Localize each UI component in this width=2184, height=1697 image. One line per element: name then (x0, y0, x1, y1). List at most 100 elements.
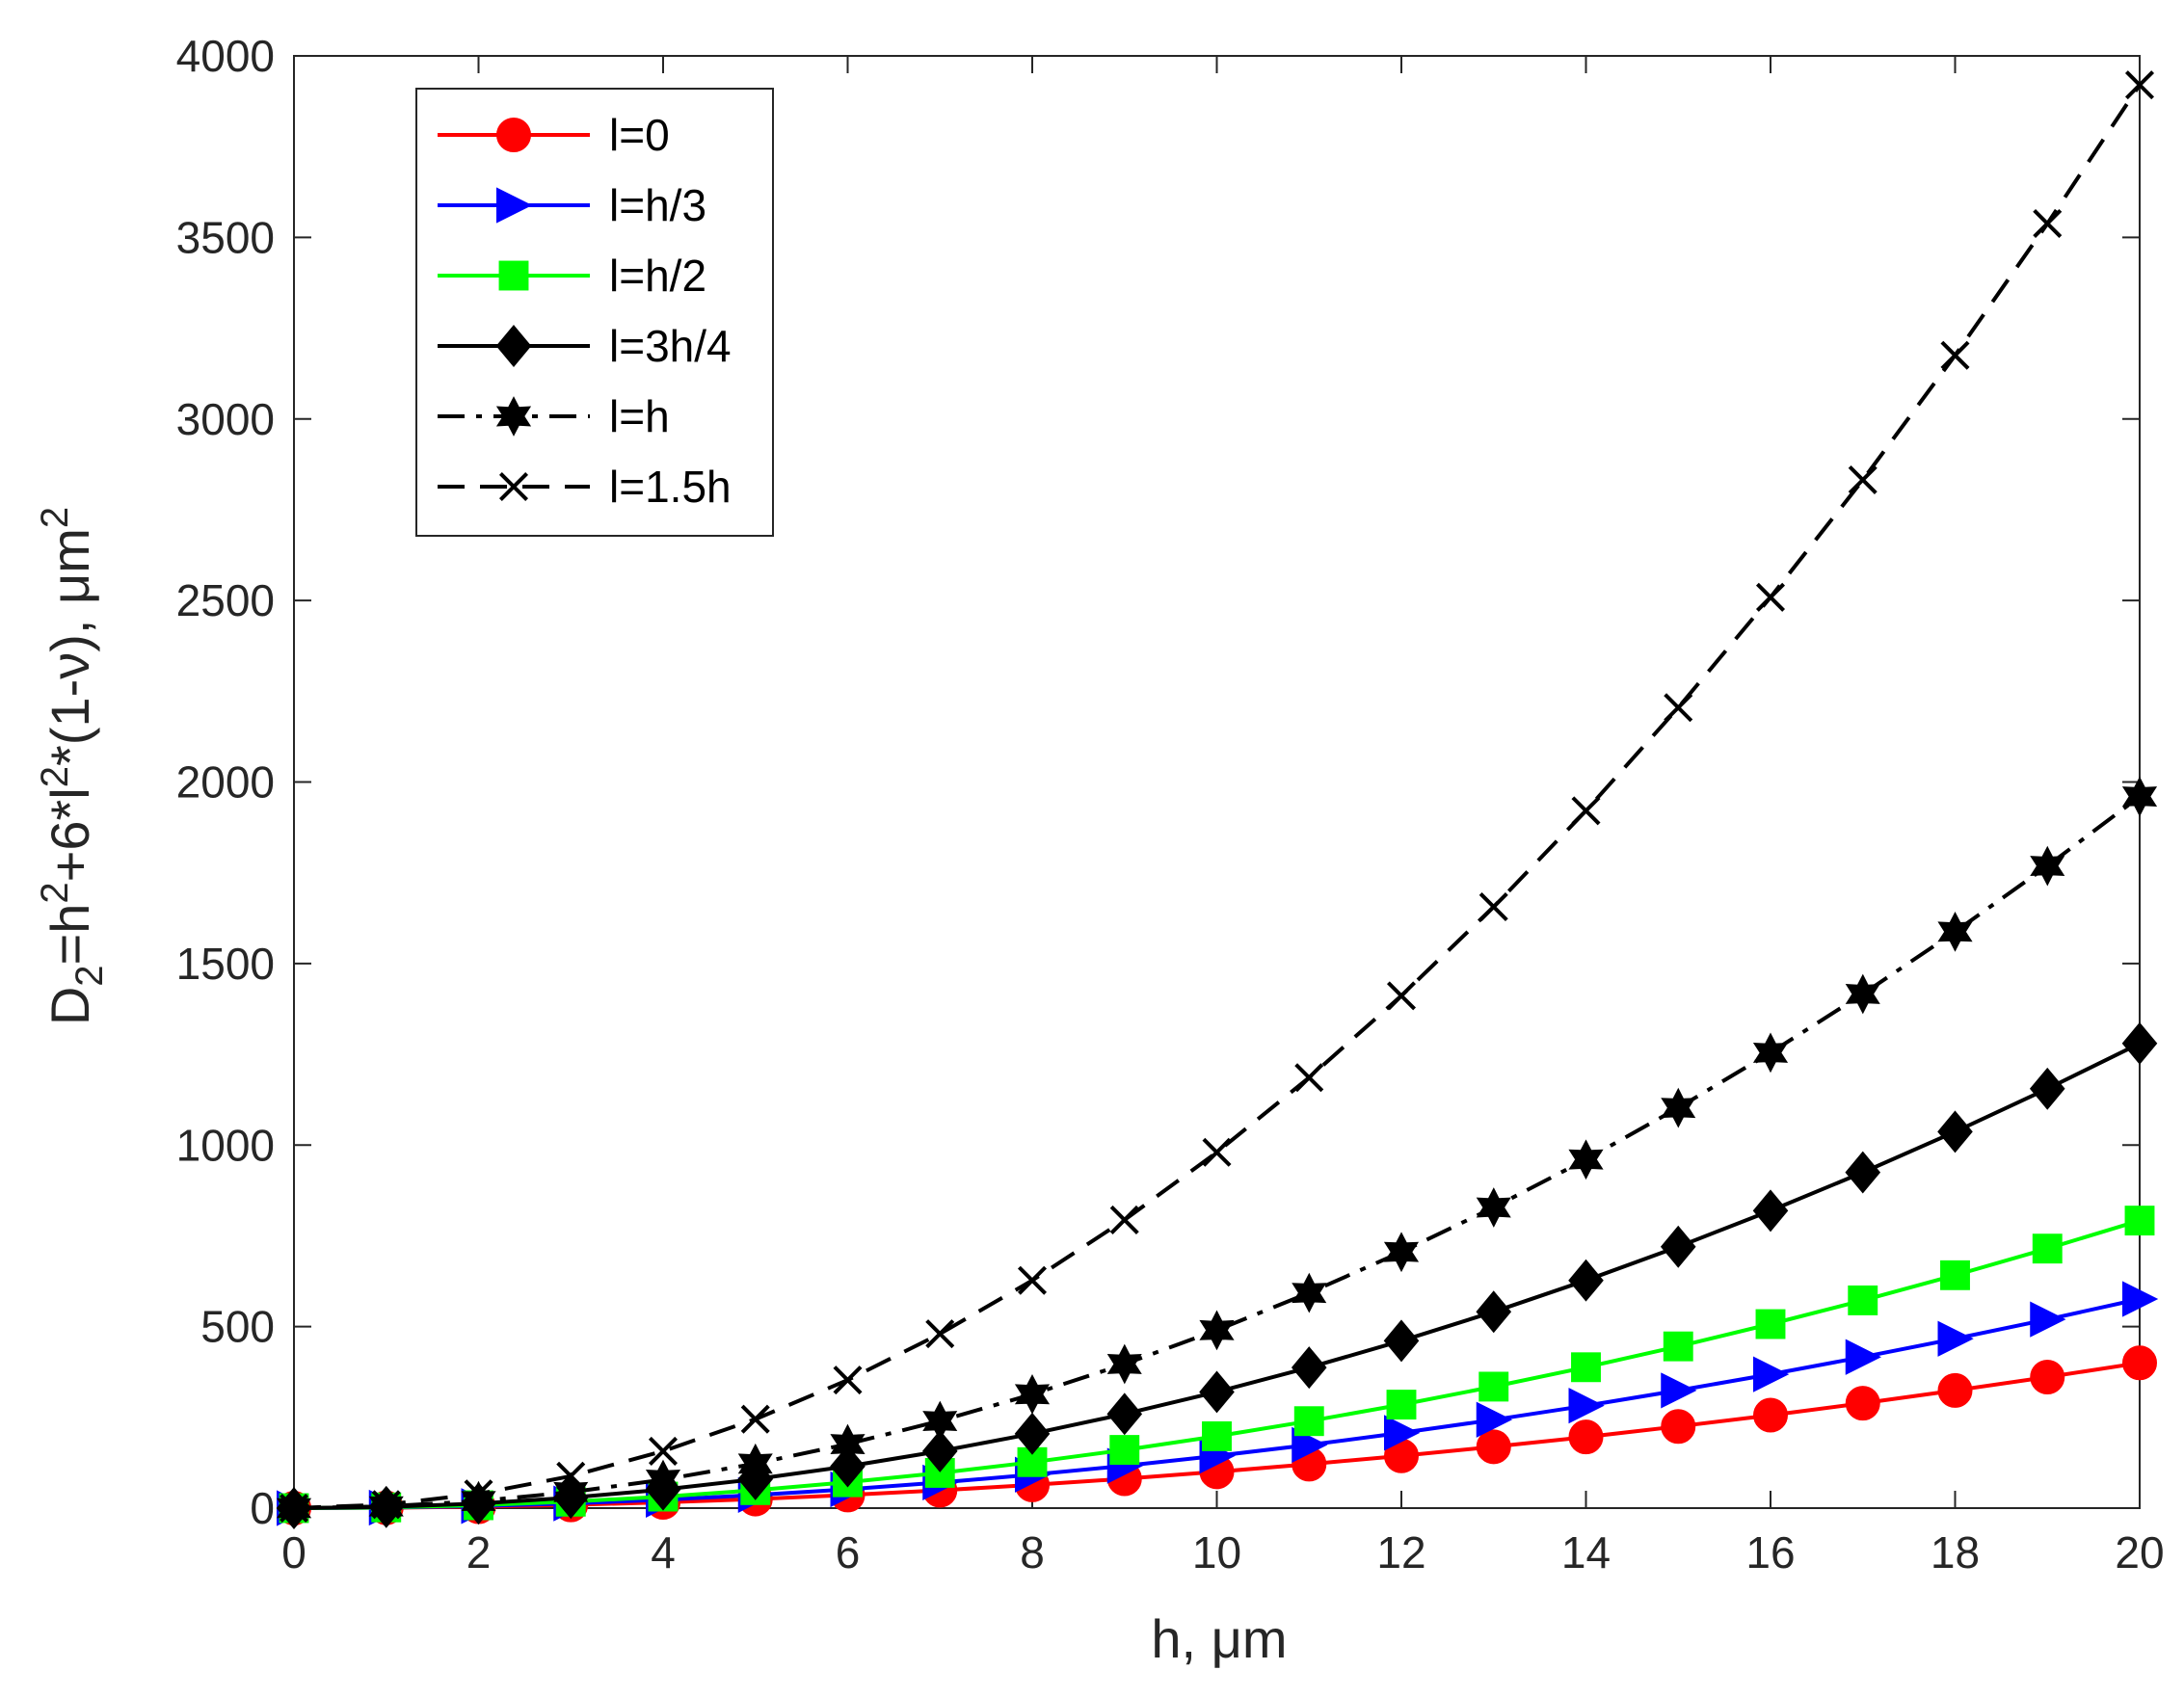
data-point (1845, 1386, 1880, 1421)
data-point (371, 1490, 401, 1520)
data-point (1014, 1374, 1051, 1415)
data-point (461, 1480, 496, 1522)
data-point (1940, 1259, 1970, 1290)
legend-marker (496, 187, 533, 224)
data-point (553, 1472, 589, 1513)
data-point (1937, 1320, 1974, 1357)
y-tick-label: 2000 (176, 757, 275, 808)
data-point (2030, 845, 2065, 887)
data-point (1478, 1371, 1509, 1402)
data-point (1109, 1205, 1139, 1234)
legend-marker (498, 471, 529, 502)
data-point (1753, 1356, 1790, 1392)
data-point (648, 1436, 679, 1466)
data-point (1937, 1372, 1973, 1408)
data-point (1476, 1187, 1511, 1228)
data-point (1109, 1435, 1140, 1466)
data-point (1755, 582, 1786, 612)
data-point (1660, 1225, 1696, 1268)
data-point (1845, 1339, 1881, 1375)
data-point (1476, 1290, 1512, 1334)
data-point (2033, 208, 2063, 238)
legend-marker (495, 396, 532, 437)
legend-box (415, 88, 774, 537)
data-point (556, 1461, 586, 1491)
legend-label: l=1.5h (609, 462, 732, 512)
x-tick-label: 20 (2115, 1527, 2164, 1578)
data-point (1292, 1272, 1327, 1313)
legend-label: l=h/3 (609, 180, 706, 230)
y-title-sup3: 2 (34, 507, 76, 528)
data-point (921, 1429, 958, 1472)
data-point (1753, 1397, 1788, 1433)
data-point (2122, 1345, 2157, 1381)
series-line (293, 795, 2142, 1510)
data-point (1199, 1370, 1235, 1414)
data-point (1661, 1372, 1697, 1409)
legend: l=0 l=h/3 l=h/2 l=3h/4 l=h l=1.5h (415, 88, 774, 537)
data-point (2121, 776, 2158, 817)
y-tick-label: 1000 (176, 1120, 275, 1170)
data-point (1940, 340, 1970, 370)
data-point (830, 1445, 866, 1488)
data-point (737, 1443, 773, 1484)
y-tick-label: 4000 (176, 31, 275, 81)
data-point (740, 1404, 770, 1434)
data-point (2032, 1233, 2063, 1264)
y-axis-title: D2=h2+6*l2*(1-ν), μm2 (34, 507, 111, 1025)
y-title-sup1: 2 (34, 882, 76, 903)
y-title-eq1: =h (40, 904, 100, 966)
x-tick-label: 4 (651, 1527, 676, 1578)
y-title-sub: 2 (68, 965, 111, 986)
x-tick-label: 8 (1020, 1527, 1045, 1578)
data-point (1291, 1346, 1327, 1390)
y-tick-label: 2500 (176, 575, 275, 625)
y-title-eq2: +6*l (40, 787, 100, 882)
legend-item: l=h (438, 391, 670, 441)
legend-marker (496, 118, 531, 152)
y-tick-label: 0 (250, 1483, 275, 1533)
data-point (1294, 1063, 1324, 1093)
data-point (1845, 1151, 1881, 1194)
data-point (1017, 1265, 1048, 1295)
data-point (1383, 1232, 1420, 1273)
legend-label: l=3h/4 (609, 321, 732, 371)
legend-label: l=h/2 (609, 251, 706, 301)
x-tick-label: 12 (1376, 1527, 1425, 1578)
data-point (1752, 1189, 1789, 1233)
data-point (925, 1319, 955, 1349)
legend-marker (498, 260, 529, 291)
data-point (830, 1423, 866, 1465)
data-point (2121, 1021, 2158, 1065)
data-point (2124, 70, 2155, 100)
data-point (1383, 1319, 1420, 1363)
data-point (1568, 1139, 1604, 1180)
data-point (1571, 1352, 1601, 1383)
y-title-sup2: 2 (34, 766, 76, 787)
data-point (1014, 1412, 1051, 1455)
legend-item: l=3h/4 (438, 321, 732, 371)
series-l=1.5h (279, 70, 2155, 1524)
data-point (1386, 1390, 1417, 1420)
data-point (1017, 1446, 1048, 1477)
data-point (2029, 1067, 2065, 1110)
data-point (1202, 1137, 1232, 1167)
data-point (1848, 1285, 1878, 1315)
data-point (2030, 1301, 2066, 1338)
data-point (2124, 1206, 2155, 1236)
data-point (1664, 693, 1693, 723)
data-point (1293, 1406, 1324, 1437)
y-tick-label: 500 (200, 1302, 275, 1352)
x-tick-label: 14 (1561, 1527, 1611, 1578)
data-point (1663, 1331, 1693, 1362)
y-tick-label: 3000 (176, 394, 275, 444)
legend-marker (495, 325, 532, 367)
series-l=h (276, 776, 2158, 1528)
data-point (1476, 1401, 1512, 1438)
data-point (1386, 981, 1417, 1011)
legend-item: l=0 (438, 110, 670, 160)
data-point (1478, 892, 1508, 922)
y-tick-label: 3500 (176, 212, 275, 262)
data-point (1848, 464, 1878, 494)
data-point (1568, 1419, 1604, 1455)
